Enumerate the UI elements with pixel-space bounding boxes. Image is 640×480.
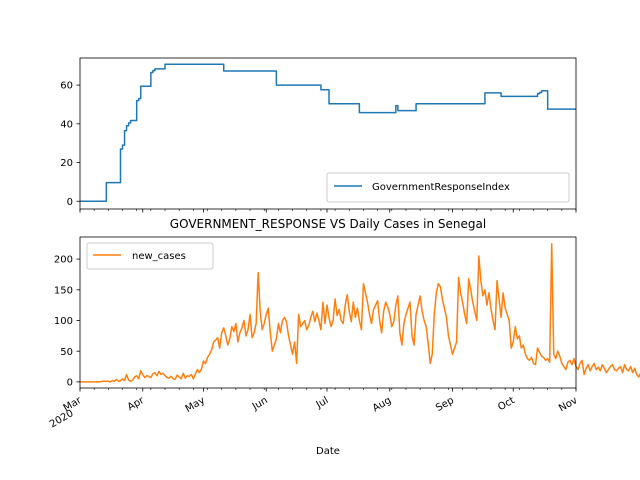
y-tick-label: 20	[60, 158, 73, 169]
y-tick-label: 40	[60, 119, 73, 130]
bottom-y-ticks: 0 50 100 150 200	[54, 255, 80, 388]
bottom-legend-box	[86, 242, 214, 270]
y-tick-label: 0	[67, 197, 73, 208]
top-legend-label: GovernmentResponseIndex	[372, 182, 510, 193]
y-tick-label: 150	[54, 285, 73, 296]
top-axes-frame	[79, 57, 577, 210]
series-line-GovernmentResponseIndex	[80, 63, 576, 203]
y-tick-label: 60	[60, 81, 73, 92]
series-new_cases	[80, 243, 640, 383]
y-tick-label: 100	[54, 316, 73, 327]
bottom-legend: new_cases	[86, 242, 214, 270]
y-tick-label: 0	[67, 377, 73, 388]
bottom-axes-frame	[79, 236, 577, 389]
y-tick-label: 50	[60, 347, 73, 358]
top-panel: 0 20 40 60 GovernmentResponseIndex	[60, 57, 577, 213]
series-GovernmentResponseIndex	[80, 63, 576, 203]
bottom-legend-label: new_cases	[132, 251, 186, 262]
top-y-ticks: 0 20 40 60	[60, 81, 80, 208]
top-legend: GovernmentResponseIndex	[326, 172, 570, 203]
y-tick-label: 200	[54, 255, 73, 266]
series-line-new_cases	[80, 243, 640, 383]
chart-title: GOVERNMENT_RESPONSE VS Daily Cases in Se…	[170, 217, 486, 231]
x-axis-label: Date	[316, 446, 340, 457]
top-legend-box	[326, 172, 570, 203]
